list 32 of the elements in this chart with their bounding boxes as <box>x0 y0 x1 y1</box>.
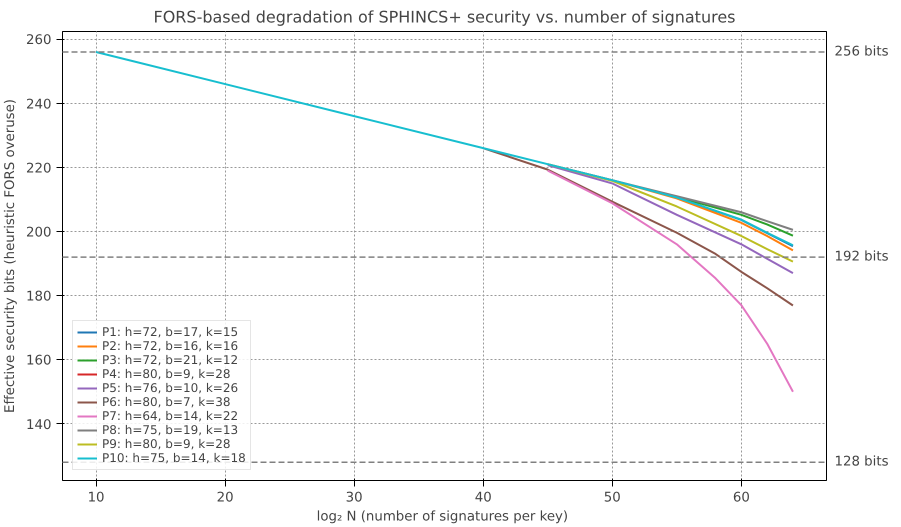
x-tick-label: 50 <box>604 490 621 506</box>
ref-line-label: 192 bits <box>834 250 889 265</box>
legend-label: P1: h=72, b=17, k=15 <box>102 325 238 339</box>
legend-label: P6: h=80, b=7, k=38 <box>102 395 230 409</box>
y-tick-label: 160 <box>26 354 52 369</box>
y-tick-label: 140 <box>26 418 52 433</box>
y-tick-label: 180 <box>26 290 52 305</box>
x-tick-label: 30 <box>346 490 363 506</box>
line-series <box>482 147 794 307</box>
chart-title: FORS-based degradation of SPHINCS+ security vs. number of signatures <box>154 8 736 26</box>
y-axis-title: Effective security bits (heuristic FORS overuse) <box>3 99 18 413</box>
line-series <box>95 51 794 246</box>
legend-label: P8: h=75, b=19, k=13 <box>102 423 238 437</box>
legend-label: P2: h=72, b=16, k=16 <box>102 339 238 353</box>
y-tick-label: 200 <box>26 225 52 240</box>
legend-label: P10: h=75, b=14, k=18 <box>102 451 246 465</box>
y-tick-label: 220 <box>26 161 52 176</box>
legend-label: P7: h=64, b=14, k=22 <box>102 409 238 423</box>
legend-label: P4: h=80, b=9, k=28 <box>102 367 230 381</box>
x-tick-label: 60 <box>732 490 750 506</box>
line-series <box>546 170 794 393</box>
x-tick-label: 20 <box>216 490 234 506</box>
x-tick-label: 40 <box>474 490 492 506</box>
legend-label: P5: h=76, b=10, k=26 <box>102 381 238 395</box>
legend-label: P3: h=72, b=21, k=12 <box>102 353 238 367</box>
y-tick-label: 260 <box>26 33 52 48</box>
x-axis-title: log₂ N (number of signatures per key) <box>316 510 568 524</box>
ref-line-label: 256 bits <box>834 44 889 60</box>
legend-label: P9: h=80, b=9, k=28 <box>102 437 230 451</box>
y-tick-label: 240 <box>26 97 52 112</box>
ref-line-label: 128 bits <box>834 454 889 470</box>
x-tick-label: 10 <box>88 490 105 506</box>
